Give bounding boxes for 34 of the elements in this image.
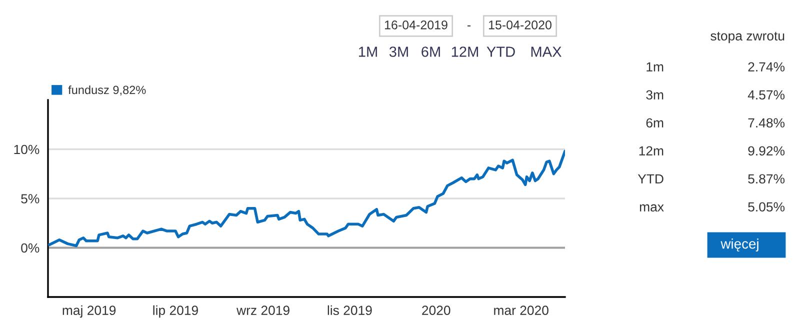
category-label: 1m: [646, 62, 664, 72]
text: stopa zwrotu: [710, 32, 784, 44]
category-label: 3m: [646, 90, 664, 100]
text: 12M: [452, 46, 478, 57]
x-tick-label: wrz 2019: [236, 306, 290, 316]
text: 2.74%: [748, 62, 785, 72]
y-tick-label: 10%: [14, 144, 40, 154]
legend-label: fundusz 9,82%: [68, 85, 146, 96]
text: 1M: [358, 46, 377, 57]
text: 6M: [422, 46, 440, 57]
category-label: max: [640, 204, 664, 212]
category-label: 12m: [639, 146, 664, 156]
category-label: 6m: [646, 118, 664, 128]
x-tick-label: maj 2019: [62, 305, 116, 318]
text: 3M: [389, 46, 408, 57]
text: 9.92%: [748, 146, 785, 156]
text: MAX: [531, 46, 562, 57]
line-series: [48, 150, 565, 248]
x-tick-label: lip 2019: [153, 305, 198, 318]
text: 16-04-2019: [384, 20, 448, 30]
x-tick-label: 2020: [422, 306, 450, 316]
text: 15-04-2020: [488, 20, 552, 30]
y-tick-label: 5%: [21, 194, 40, 204]
text: więcej: [720, 238, 758, 252]
text: YTD: [486, 46, 515, 57]
text: 5.87%: [748, 174, 785, 184]
y-tick-label: 0%: [21, 243, 40, 253]
category-label: YTD: [638, 174, 664, 184]
text: 7.48%: [748, 118, 785, 128]
x-tick-label: mar 2020: [494, 306, 548, 316]
text: -: [467, 25, 471, 26]
x-tick-label: lis 2019: [328, 305, 372, 316]
text: 4.57%: [748, 90, 785, 100]
text: 5.05%: [748, 202, 785, 212]
